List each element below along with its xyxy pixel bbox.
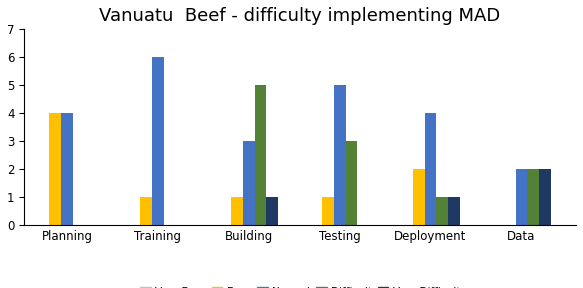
Bar xyxy=(140,197,152,225)
Bar xyxy=(255,85,266,225)
Bar xyxy=(539,169,551,225)
Bar xyxy=(61,113,73,225)
Bar xyxy=(152,57,164,225)
Bar xyxy=(231,197,243,225)
Bar xyxy=(528,169,539,225)
Bar xyxy=(243,141,255,225)
Bar xyxy=(49,113,61,225)
Legend: Very Easy, Easy, Normal, Difficult, Very Difficult: Very Easy, Easy, Normal, Difficult, Very… xyxy=(136,283,464,288)
Bar xyxy=(424,113,437,225)
Bar xyxy=(346,141,357,225)
Bar xyxy=(333,85,346,225)
Title: Vanuatu  Beef - difficulty implementing MAD: Vanuatu Beef - difficulty implementing M… xyxy=(100,7,501,25)
Bar xyxy=(437,197,448,225)
Bar xyxy=(448,197,460,225)
Bar xyxy=(322,197,333,225)
Bar xyxy=(413,169,424,225)
Bar xyxy=(515,169,528,225)
Bar xyxy=(266,197,278,225)
